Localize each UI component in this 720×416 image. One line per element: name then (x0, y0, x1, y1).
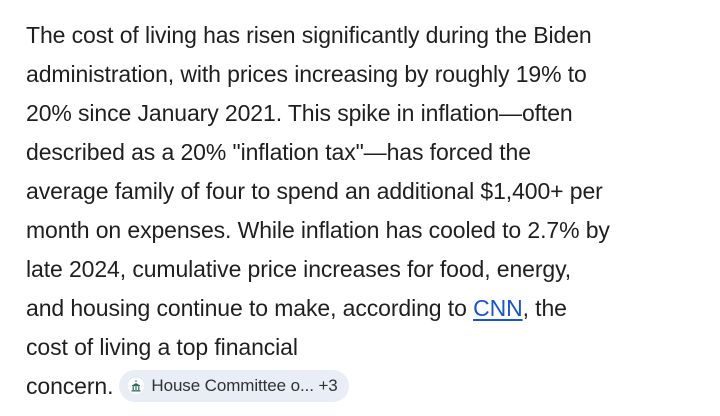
answer-line: described as a 20% "inflation tax"—has f… (26, 139, 531, 165)
capitol-building-icon (127, 377, 145, 395)
source-chip-label: House Committee o... +3 (151, 375, 338, 395)
source-chip[interactable]: House Committee o... +3 (119, 369, 349, 402)
answer-line: late 2024, cumulative price increases fo… (26, 256, 572, 282)
answer-text: , the (522, 295, 567, 321)
answer-line: The cost of living has risen significant… (26, 22, 592, 48)
answer-line: average family of four to spend an addit… (26, 178, 603, 204)
answer-line: administration, with prices increasing b… (26, 61, 587, 87)
ai-answer-paragraph: The cost of living has risen significant… (26, 16, 710, 406)
answer-text: concern. (26, 373, 114, 399)
cnn-link[interactable]: CNN (473, 295, 523, 321)
answer-line: concern. House Committee o... +3 (26, 367, 710, 406)
answer-line: month on expenses. While inflation has c… (26, 217, 610, 243)
answer-text: and housing continue to make, according … (26, 295, 474, 321)
answer-line: cost of living a top financial (26, 334, 298, 360)
answer-line: and housing continue to make, according … (26, 289, 710, 328)
answer-line: 20% since January 2021. This spike in in… (26, 100, 573, 126)
